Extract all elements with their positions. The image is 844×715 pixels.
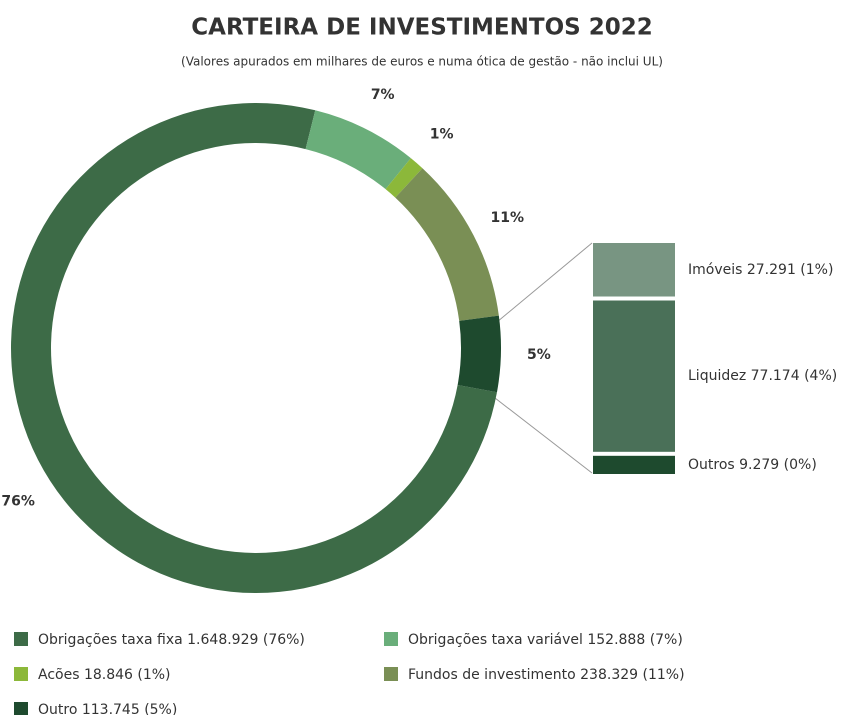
data-label: 11% — [490, 210, 524, 226]
chart-subtitle: (Valores apurados em milhares de euros e… — [181, 55, 663, 69]
legend-label: Fundos de investimento 238.329 (11%) — [408, 667, 685, 683]
donut-slice — [457, 315, 501, 393]
legend-swatch — [384, 632, 398, 646]
breakdown-bar — [593, 243, 675, 297]
breakdown-bar — [593, 455, 675, 474]
legend-label: Obrigações taxa fixa 1.648.929 (76%) — [38, 632, 305, 648]
donut-slice — [305, 110, 411, 190]
legend-label: Acões 18.846 (1%) — [38, 667, 171, 683]
legend-swatch — [14, 632, 28, 646]
legend-label: Outro 113.745 (5%) — [38, 702, 177, 715]
legend-swatch — [14, 667, 28, 681]
legend-label: Obrigações taxa variável 152.888 (7%) — [408, 632, 683, 648]
donut-slice — [385, 158, 423, 198]
legend-swatch — [384, 667, 398, 681]
connector-line — [494, 397, 593, 474]
data-label: 7% — [371, 87, 395, 103]
data-label: 1% — [430, 126, 454, 142]
breakdown-label: Outros 9.279 (0%) — [688, 457, 817, 473]
donut-slice — [395, 168, 499, 321]
breakdown-label: Imóveis 27.291 (1%) — [688, 262, 833, 278]
breakdown-bar — [593, 300, 675, 452]
data-label: 5% — [527, 347, 551, 363]
data-label: 76% — [1, 493, 35, 509]
legend-swatch — [14, 702, 28, 715]
breakdown-label: Liquidez 77.174 (4%) — [688, 368, 837, 384]
chart-title: CARTEIRA DE INVESTIMENTOS 2022 — [191, 15, 652, 41]
connector-line — [496, 242, 593, 323]
